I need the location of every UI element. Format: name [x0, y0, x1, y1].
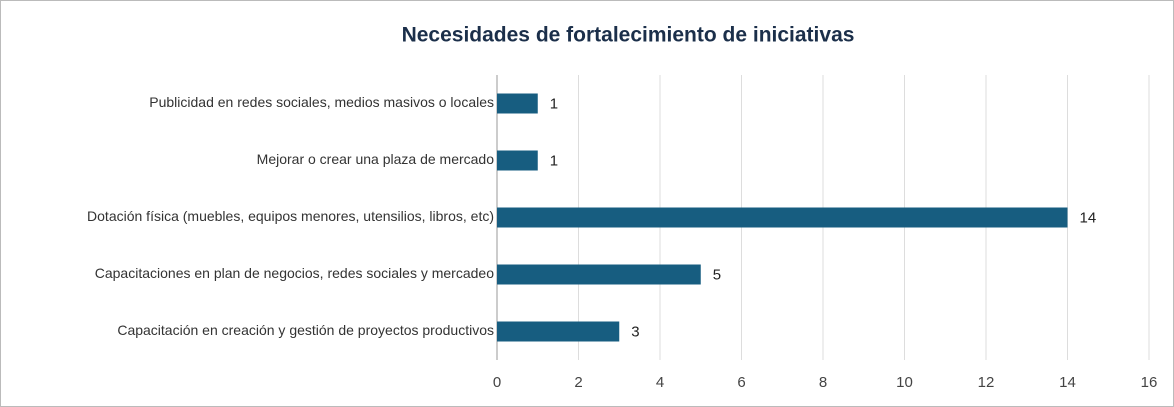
y-tick-label: Dotación física (muebles, equipos menore…: [87, 208, 494, 224]
x-tick-label: 2: [574, 374, 582, 391]
bar: [497, 207, 1068, 228]
data-label: 14: [1080, 209, 1097, 226]
y-tick-label: Mejorar o crear una plaza de mercado: [257, 151, 495, 167]
x-tick-label: 14: [1059, 374, 1076, 391]
data-label: 1: [550, 152, 558, 169]
bar: [497, 150, 538, 171]
data-label: 3: [631, 323, 639, 340]
data-label: 5: [713, 266, 721, 283]
data-label: 1: [550, 95, 558, 112]
x-tick-label: 10: [896, 374, 913, 391]
bar: [497, 321, 620, 342]
y-tick-label: Capacitaciones en plan de negocios, rede…: [95, 265, 494, 281]
x-tick-label: 6: [737, 374, 745, 391]
x-tick-label: 16: [1141, 374, 1158, 391]
x-tick-label: 8: [819, 374, 827, 391]
marks: 1 1 14 5 3: [497, 93, 1097, 342]
bar: [497, 93, 538, 114]
chart-title: Necesidades de fortalecimiento de inicia…: [402, 24, 855, 47]
category-labels: Publicidad en redes sociales, medios mas…: [87, 94, 494, 338]
y-tick-label: Capacitación en creación y gestión de pr…: [117, 322, 494, 338]
x-tick-label: 4: [656, 374, 664, 391]
y-tick-label: Publicidad en redes sociales, medios mas…: [149, 94, 494, 110]
x-tick-label: 12: [978, 374, 995, 391]
bar: [497, 264, 701, 285]
x-tick-label: 0: [493, 374, 501, 391]
